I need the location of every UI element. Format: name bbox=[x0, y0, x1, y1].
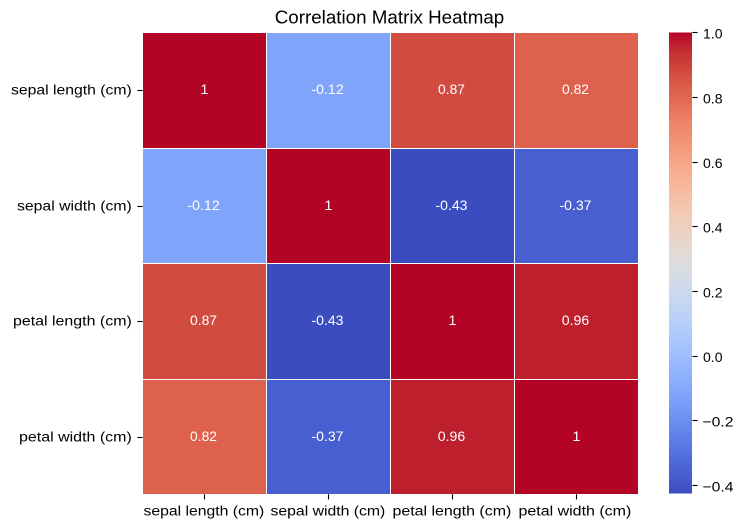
svg-text:-0.37: -0.37 bbox=[312, 429, 344, 445]
svg-text:−0.2: −0.2 bbox=[703, 414, 734, 430]
svg-text:petal length (cm): petal length (cm) bbox=[13, 313, 132, 329]
svg-text:-0.12: -0.12 bbox=[187, 198, 220, 214]
svg-text:-0.12: -0.12 bbox=[311, 82, 344, 98]
svg-text:sepal length (cm): sepal length (cm) bbox=[11, 82, 132, 98]
svg-text:petal width (cm): petal width (cm) bbox=[19, 429, 132, 445]
svg-text:petal width (cm): petal width (cm) bbox=[519, 503, 632, 519]
svg-text:sepal width (cm): sepal width (cm) bbox=[17, 198, 132, 214]
svg-text:0.8: 0.8 bbox=[703, 91, 723, 107]
svg-text:−0.4: −0.4 bbox=[703, 479, 734, 495]
svg-text:0.6: 0.6 bbox=[703, 156, 723, 172]
svg-text:0.82: 0.82 bbox=[562, 82, 589, 98]
svg-text:0.0: 0.0 bbox=[703, 350, 723, 366]
svg-text:Correlation Matrix Heatmap: Correlation Matrix Heatmap bbox=[275, 7, 505, 27]
svg-text:sepal width (cm): sepal width (cm) bbox=[271, 503, 386, 519]
svg-text:1: 1 bbox=[201, 82, 209, 98]
svg-text:-0.43: -0.43 bbox=[436, 198, 468, 214]
svg-text:0.96: 0.96 bbox=[562, 313, 590, 329]
svg-text:-0.43: -0.43 bbox=[312, 313, 344, 329]
svg-text:petal length (cm): petal length (cm) bbox=[393, 503, 512, 519]
svg-text:-0.37: -0.37 bbox=[560, 198, 592, 214]
svg-text:1: 1 bbox=[449, 313, 457, 329]
svg-text:sepal length (cm): sepal length (cm) bbox=[144, 503, 265, 519]
svg-text:1.0: 1.0 bbox=[703, 26, 723, 42]
svg-text:0.96: 0.96 bbox=[438, 429, 466, 445]
svg-text:1: 1 bbox=[325, 198, 333, 214]
svg-text:0.87: 0.87 bbox=[190, 313, 217, 329]
svg-text:1: 1 bbox=[573, 429, 581, 445]
svg-text:0.4: 0.4 bbox=[703, 220, 723, 236]
svg-text:0.82: 0.82 bbox=[190, 429, 217, 445]
svg-text:0.2: 0.2 bbox=[703, 285, 723, 301]
svg-text:0.87: 0.87 bbox=[438, 82, 465, 98]
